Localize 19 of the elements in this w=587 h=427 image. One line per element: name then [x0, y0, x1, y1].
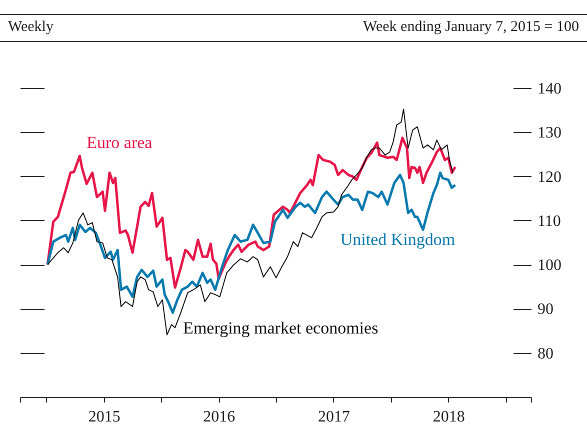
- line-series: [47, 108, 454, 336]
- y-tick-label: 90: [538, 301, 554, 318]
- y-tick-label: 140: [538, 80, 562, 98]
- y-tick-label: 130: [538, 124, 562, 142]
- y-tick-label: 80: [538, 345, 554, 362]
- line-series: [46, 172, 456, 314]
- x-tick-label: 2018: [432, 408, 465, 426]
- chart-title: Weekly: [8, 19, 54, 36]
- series-label: United Kingdom: [340, 230, 456, 250]
- x-tick-label: 2017: [318, 408, 350, 426]
- y-axis-title: Week ending January 7, 2015 = 100: [363, 19, 579, 36]
- y-tick-label: 110: [538, 212, 561, 230]
- line-series: [46, 136, 456, 289]
- y-tick-label: 100: [538, 257, 562, 274]
- y-tick-label: 120: [538, 168, 562, 186]
- x-tick-label: 2015: [88, 408, 120, 426]
- series-label: Euro area: [86, 133, 153, 152]
- x-tick-label: 2016: [203, 408, 236, 426]
- series-label: Emerging market economies: [183, 318, 378, 338]
